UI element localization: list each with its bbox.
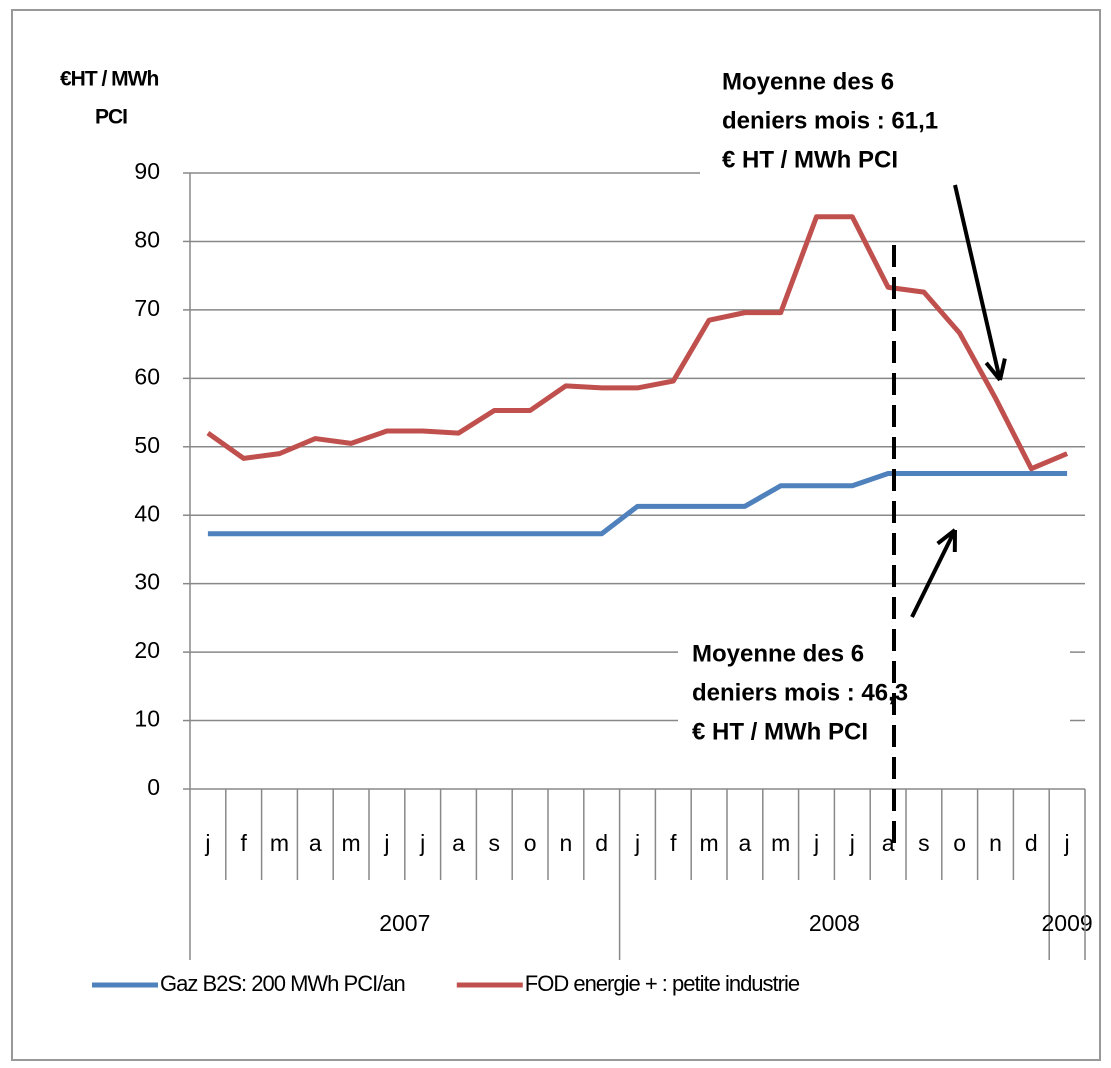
y-tick-label: 70 [134, 295, 160, 321]
annotation-text: deniers mois : 46,3 [692, 679, 908, 706]
series-line [206, 214, 1069, 472]
y-tick-label: 0 [147, 774, 160, 800]
x-tick-label: j [419, 830, 425, 856]
x-tick-label: m [342, 830, 361, 856]
series-line [207, 470, 1068, 537]
x-tick-label: a [452, 830, 465, 856]
x-tick-label: m [771, 830, 790, 856]
arrow-head [936, 528, 957, 553]
x-tick-label: d [595, 830, 608, 856]
x-tick-label: s [918, 830, 930, 856]
x-tick-label: a [309, 830, 322, 856]
y-tick-label: 10 [134, 706, 160, 732]
y-tick-label: 40 [134, 500, 160, 526]
x-tick-label: a [739, 830, 752, 856]
x-tick-label: j [1064, 830, 1070, 856]
y-tick-label: 90 [134, 158, 160, 184]
x-tick-label: j [204, 830, 210, 856]
x-tick-label: j [383, 830, 389, 856]
year-label: 2009 [1042, 910, 1093, 936]
x-tick-label: n [989, 830, 1002, 856]
annotation-text: € HT / MWh PCI [692, 718, 868, 745]
year-label: 2007 [379, 910, 430, 936]
y-tick-label: 50 [134, 432, 160, 458]
legend-label: Gaz B2S: 200 MWh PCI/an [160, 971, 405, 996]
y-axis-label: €HT / MWh [60, 68, 158, 91]
x-tick-label: a [882, 830, 895, 856]
annotation-background [700, 62, 1090, 180]
annotation-text: € HT / MWh PCI [722, 146, 898, 173]
arrow-shaft [910, 529, 957, 618]
legend-label: FOD energie + : petite industrie [525, 971, 800, 996]
y-tick-label: 80 [134, 227, 160, 253]
x-tick-label: m [270, 830, 289, 856]
annotation-text: deniers mois : 61,1 [722, 107, 938, 134]
x-tick-label: f [670, 830, 677, 856]
year-label: 2008 [809, 910, 860, 936]
x-tick-label: m [700, 830, 719, 856]
x-tick-label: f [241, 830, 248, 856]
x-tick-label: o [524, 830, 537, 856]
x-tick-label: j [849, 830, 855, 856]
y-tick-label: 30 [134, 569, 160, 595]
x-tick-label: n [560, 830, 573, 856]
arrow-head [984, 358, 1007, 382]
x-tick-label: d [1025, 830, 1038, 856]
arrow-shaft [953, 184, 1002, 381]
x-tick-label: j [813, 830, 819, 856]
annotation-text: Moyenne des 6 [692, 640, 864, 667]
y-tick-label: 20 [134, 637, 160, 663]
annotation-text: Moyenne des 6 [722, 68, 894, 95]
y-tick-label: 60 [134, 363, 160, 389]
x-tick-label: s [489, 830, 501, 856]
y-axis-label: PCI [95, 106, 127, 129]
annotation-background [678, 632, 1070, 750]
x-tick-label: j [634, 830, 640, 856]
x-tick-label: o [953, 830, 966, 856]
